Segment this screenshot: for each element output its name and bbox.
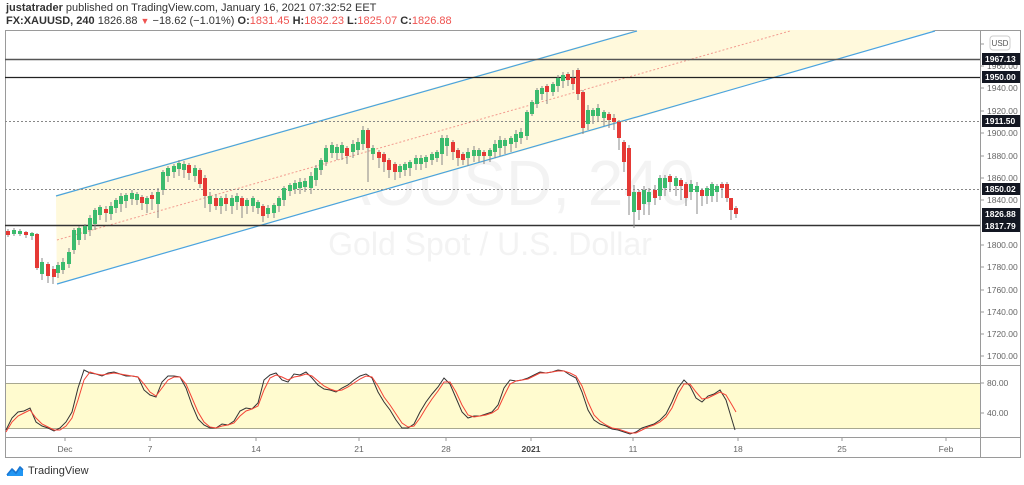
chart-frame [5, 30, 1021, 458]
channel-lower-line[interactable] [56, 30, 936, 285]
svg-text:1950.00: 1950.00 [985, 72, 1016, 82]
svg-text:1800.00: 1800.00 [987, 240, 1018, 250]
channel-median-line[interactable] [56, 30, 791, 241]
svg-text:1940.00: 1940.00 [987, 83, 1018, 93]
stoch-d-line [5, 370, 737, 434]
price-change: −18.62 (−1.01%) [152, 15, 235, 27]
svg-text:1740.00: 1740.00 [987, 307, 1018, 317]
stoch-axis: 80.00 40.00 [980, 378, 1009, 418]
stochastic-pane[interactable]: 80.00 40.00 [5, 369, 1009, 435]
svg-text:1780.00: 1780.00 [987, 262, 1018, 272]
svg-text:21: 21 [354, 444, 364, 454]
svg-text:1700.00: 1700.00 [987, 351, 1018, 361]
svg-text:1967.13: 1967.13 [985, 54, 1016, 64]
svg-text:28: 28 [441, 444, 451, 454]
published-text: published on TradingView.com, January 16… [65, 2, 377, 14]
footer-brand[interactable]: TradingView [6, 465, 89, 477]
svg-text:14: 14 [251, 444, 261, 454]
channel-upper-line[interactable] [55, 30, 638, 197]
symbol-info: FX:XAUUSD, 240 1826.88 ▼ −18.62 (−1.01%)… [6, 15, 452, 27]
svg-text:1840.00: 1840.00 [987, 195, 1018, 205]
close-value: 1826.88 [411, 15, 452, 27]
svg-text:1720.00: 1720.00 [987, 329, 1018, 339]
symbol-label: FX:XAUUSD, 240 [6, 15, 95, 27]
svg-text:2021: 2021 [522, 444, 541, 454]
down-arrow-icon: ▼ [140, 16, 150, 26]
publish-info: justatrader published on TradingView.com… [6, 2, 376, 14]
svg-text:1920.00: 1920.00 [987, 106, 1018, 116]
svg-text:1860.00: 1860.00 [987, 173, 1018, 183]
stoch-band [6, 383, 980, 429]
svg-text:1760.00: 1760.00 [987, 285, 1018, 295]
svg-text:7: 7 [148, 444, 153, 454]
price-ticks: 1960.00 1940.00 1920.00 1900.00 1880.00 … [980, 43, 1018, 361]
svg-text:11: 11 [629, 444, 638, 454]
svg-text:USD: USD [992, 39, 1009, 48]
svg-text:1960.00: 1960.00 [987, 61, 1018, 71]
tradingview-brand-text: TradingView [28, 465, 89, 477]
author-name[interactable]: justatrader [6, 2, 63, 14]
close-label: C: [400, 15, 412, 27]
low-value: 1825.07 [357, 15, 398, 27]
open-label: O: [237, 15, 250, 27]
svg-text:1826.88: 1826.88 [985, 209, 1016, 219]
svg-text:1850.02: 1850.02 [985, 184, 1016, 194]
price-axis[interactable]: 1960.00 1940.00 1920.00 1900.00 1880.00 … [980, 35, 1020, 361]
svg-text:1817.79: 1817.79 [985, 221, 1016, 231]
open-value: 1831.45 [249, 15, 290, 27]
usd-badge[interactable]: USD [989, 35, 1011, 51]
svg-text:18: 18 [733, 444, 743, 454]
svg-text:1900.00: 1900.00 [987, 128, 1018, 138]
price-level-labels: 1967.13 1950.00 1911.50 1850.02 1826.88 … [982, 53, 1020, 232]
time-axis[interactable]: Dec 7 14 21 28 2021 11 18 25 Feb [57, 438, 954, 454]
last-price: 1826.88 [97, 15, 138, 27]
stoch-k-line [5, 369, 736, 435]
low-label: L: [347, 15, 358, 27]
svg-text:Dec: Dec [57, 444, 73, 454]
svg-text:40.00: 40.00 [987, 408, 1009, 418]
high-label: H: [292, 15, 305, 27]
svg-text:80.00: 80.00 [987, 378, 1009, 388]
candles [6, 68, 738, 284]
watermark-description: Gold Spot / U.S. Dollar [328, 226, 652, 262]
tradingview-logo-icon [6, 466, 24, 476]
high-value: 1832.23 [304, 15, 344, 27]
svg-text:25: 25 [837, 444, 847, 454]
svg-text:1880.00: 1880.00 [987, 151, 1018, 161]
svg-text:1911.50: 1911.50 [985, 116, 1016, 126]
svg-text:Feb: Feb [939, 444, 954, 454]
